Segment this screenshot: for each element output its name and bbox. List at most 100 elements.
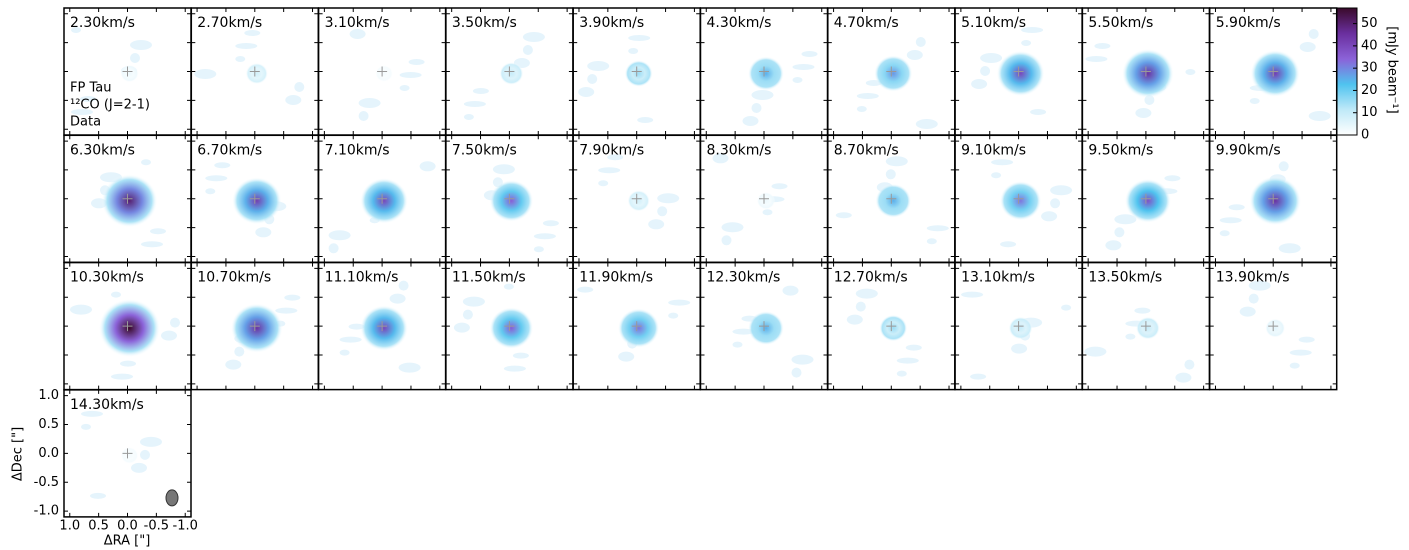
noise [628,48,638,54]
y-axis-label: ΔDec ["] [11,427,26,481]
noise [543,220,559,226]
noise [513,353,529,359]
noise [205,175,227,181]
channel-label: 6.70km/s [197,142,262,158]
noise [970,374,986,380]
noise [390,294,406,304]
noise [463,310,473,320]
noise [1309,111,1331,121]
noise [504,366,526,372]
noise [275,308,297,314]
colorbar-tick-label: 50 [1361,16,1378,31]
channel-label: 7.50km/s [452,142,517,158]
noise [255,227,271,237]
noise [235,43,257,49]
noise [1164,175,1180,181]
emission [748,56,784,90]
channel-label: 5.90km/s [1216,15,1281,31]
noise [534,233,556,239]
emission [618,308,660,348]
emission [375,65,393,82]
noise [733,342,743,348]
noise [130,53,140,63]
noise [792,355,814,365]
noise [961,292,983,298]
noise [399,281,409,291]
noise [857,93,879,99]
noise [916,37,926,47]
channel-label: 3.10km/s [325,15,390,31]
emission [1125,179,1171,223]
noise [130,40,152,50]
emission [121,447,139,464]
noise [454,323,470,333]
noise [980,53,1002,63]
noise [463,297,485,307]
noise [523,45,533,55]
emission [1122,49,1174,98]
noise [722,222,744,232]
emission [1265,319,1285,338]
noise [927,238,937,244]
noise [1300,42,1316,52]
noise [1000,241,1016,247]
noise [836,212,852,218]
noise [359,111,369,121]
noise [578,87,594,97]
noise [722,235,732,245]
emission [232,177,282,224]
emission [1136,317,1160,340]
x-tick-label: 1.0 [59,518,80,533]
y-tick-label: 0.0 [38,446,59,461]
colorbar-tick-label: 0 [1361,128,1369,143]
channel-label: 5.50km/s [1088,15,1153,31]
emission [1250,50,1300,97]
channel-label: 3.90km/s [579,15,644,31]
noise [772,183,788,189]
noise [906,345,922,351]
channel-label: 3.50km/s [452,15,517,31]
beam [166,490,178,506]
noise [1184,360,1194,370]
x-axis-label: ΔRA ["] [104,534,151,549]
noise [359,98,381,108]
channel-label: 8.70km/s [834,142,899,158]
noise [1061,305,1071,311]
channel-label: 7.10km/s [325,142,390,158]
channel-label: 10.70km/s [197,270,271,286]
noise [857,106,867,112]
emission [628,190,650,211]
y-tick-label: 1.0 [38,388,59,403]
annotation: Data [70,115,101,130]
noise [1011,344,1027,354]
noise [140,437,162,447]
noise [120,361,136,367]
noise [150,228,166,234]
emission [360,178,408,224]
noise [1249,294,1259,304]
noise [927,225,949,231]
noise [752,90,774,100]
colorbar-tick-label: 30 [1361,61,1378,76]
y-tick-label: -1.0 [34,504,59,519]
noise [577,287,593,293]
channel-label: 5.10km/s [961,15,1026,31]
colorbar-tick-label: 20 [1361,83,1378,98]
emission [499,62,523,85]
page: ΔDec ["] ΔRA ["] [mJy beam⁻¹] 2.30km/s2.… [0,0,1409,550]
channel-label: 4.30km/s [707,15,772,31]
noise [980,66,990,76]
chart: ΔDec ["] ΔRA ["] [mJy beam⁻¹] 2.30km/s2.… [0,0,1409,550]
noise [763,209,773,215]
annotation: ¹²CO (J=2-1) [70,98,150,113]
noise [668,300,690,306]
channel-label: 6.30km/s [70,142,135,158]
noise [214,162,230,168]
noise [618,352,634,362]
noise [1240,307,1256,317]
noise [1085,56,1107,62]
y-tick-label: 0.5 [38,417,59,432]
emission [757,192,775,209]
noise [111,292,121,298]
noise [534,246,544,252]
